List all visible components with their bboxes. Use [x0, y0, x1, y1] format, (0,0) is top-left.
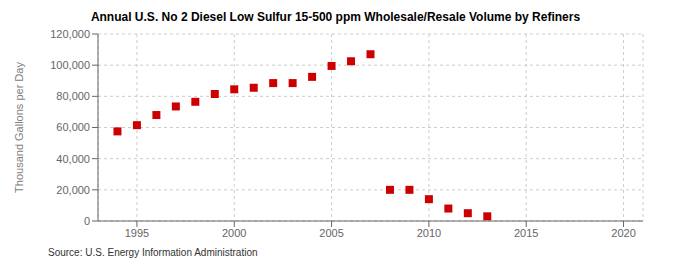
svg-text:Thousand Gallons per Day: Thousand Gallons per Day — [13, 62, 25, 193]
svg-text:2020: 2020 — [611, 227, 635, 239]
svg-text:2000: 2000 — [222, 227, 246, 239]
html-text:Source: U.S. Energy Informatio: Source: U.S. Energy Information Administ… — [48, 247, 258, 258]
svg-text:0: 0 — [84, 215, 90, 227]
svg-text:120,000: 120,000 — [50, 28, 90, 40]
svg-text:80,000: 80,000 — [56, 90, 90, 102]
svg-text:20,000: 20,000 — [56, 184, 90, 196]
svg-text:40,000: 40,000 — [56, 153, 90, 165]
svg-text:60,000: 60,000 — [56, 121, 90, 133]
svg-text:2005: 2005 — [319, 227, 343, 239]
svg-text:2015: 2015 — [514, 227, 538, 239]
svg-text:1995: 1995 — [125, 227, 149, 239]
html-text:Annual U.S. No 2 Diesel Low Su: Annual U.S. No 2 Diesel Low Sulfur 15-50… — [90, 10, 581, 24]
svg-text:2010: 2010 — [417, 227, 441, 239]
svg-text:100,000: 100,000 — [50, 59, 90, 71]
